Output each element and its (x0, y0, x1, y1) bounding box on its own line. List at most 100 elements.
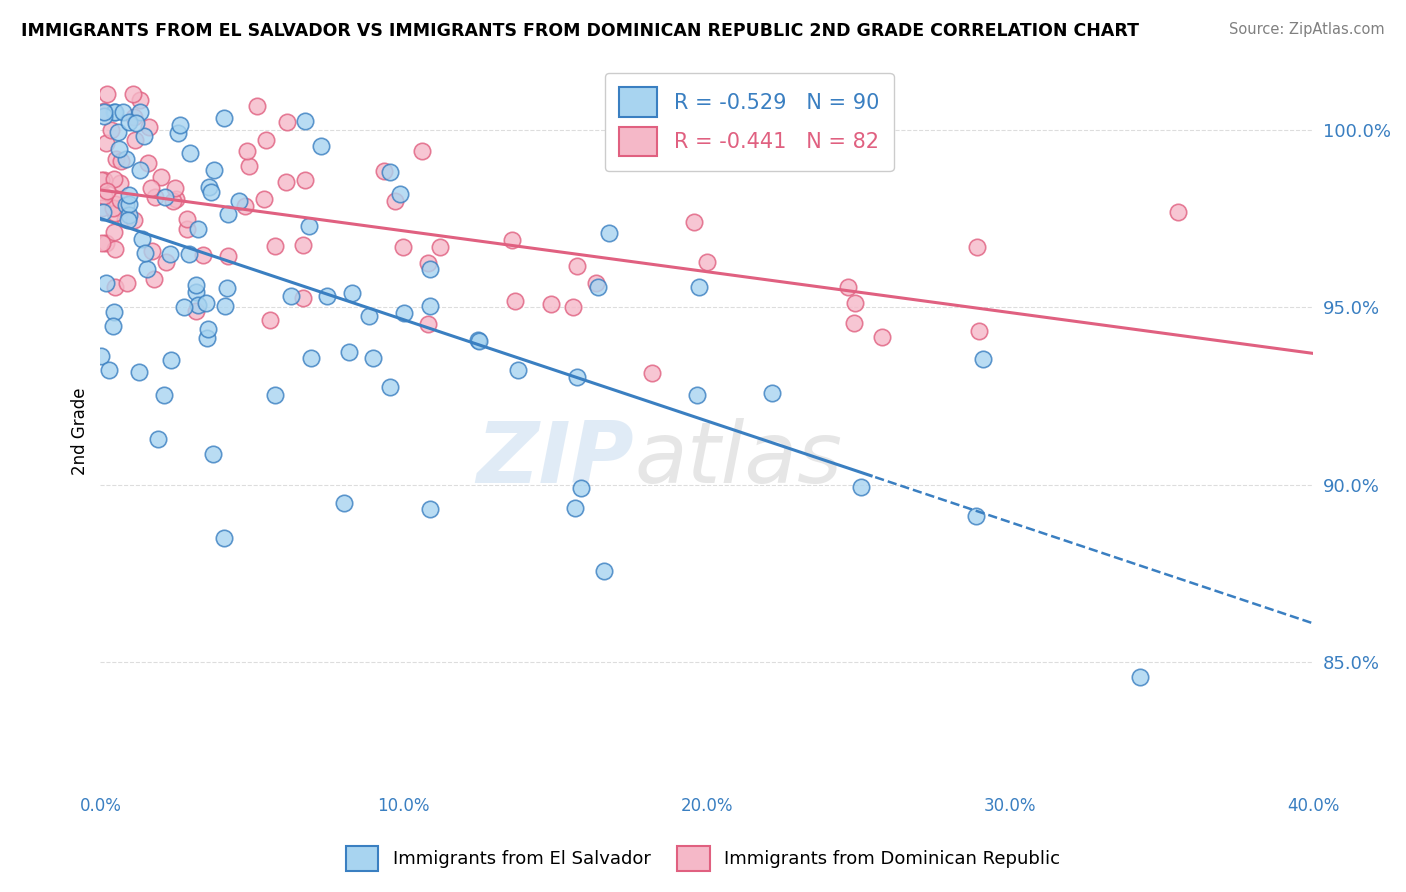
Point (299, 351, 322, 365)
Point (115, 277, 138, 291)
Point (141, 180, 163, 194)
Point (96, 87, 118, 101)
Point (103, 202, 125, 216)
Point (104, 104, 127, 119)
Point (238, 159, 260, 173)
Point (96, 184, 118, 198)
Point (93, 104, 115, 119)
Point (103, 304, 125, 318)
Point (94, 136, 117, 150)
Point (118, 115, 141, 129)
Point (103, 104, 125, 119)
Point (419, 262, 441, 277)
Point (141, 244, 163, 259)
Point (131, 231, 153, 245)
Point (565, 370, 588, 384)
Point (309, 138, 332, 153)
Point (153, 190, 176, 204)
Point (90, 349, 112, 363)
Point (176, 222, 198, 236)
Point (276, 115, 298, 129)
Point (419, 299, 441, 313)
Point (149, 170, 172, 185)
Text: Source: ZipAtlas.com: Source: ZipAtlas.com (1229, 22, 1385, 37)
Point (129, 163, 152, 178)
Point (186, 278, 208, 293)
Point (114, 211, 136, 226)
Point (136, 262, 159, 277)
Point (103, 225, 125, 239)
Point (357, 309, 380, 323)
Point (90, 173, 112, 187)
Point (969, 325, 991, 339)
Point (844, 316, 866, 330)
Point (641, 367, 664, 381)
Point (418, 502, 440, 516)
Point (194, 296, 217, 310)
Point (1167, 205, 1189, 219)
Point (136, 156, 159, 170)
Text: ZIP: ZIP (477, 418, 634, 501)
Point (228, 194, 250, 208)
Point (197, 180, 219, 194)
Point (562, 300, 585, 314)
Point (688, 280, 710, 294)
Point (263, 388, 285, 402)
Point (111, 104, 134, 119)
Point (155, 254, 177, 268)
Point (93, 104, 115, 119)
Point (837, 280, 859, 294)
Point (254, 133, 277, 147)
Point (276, 175, 298, 189)
Point (217, 249, 239, 263)
Point (373, 163, 395, 178)
Point (173, 300, 195, 314)
Point (298, 219, 321, 233)
Point (316, 289, 339, 303)
Point (146, 433, 169, 447)
Point (118, 187, 141, 202)
Point (108, 193, 131, 207)
Point (264, 238, 287, 252)
Point (503, 294, 526, 309)
Point (586, 280, 609, 294)
Point (103, 280, 125, 294)
Point (506, 362, 529, 376)
Point (104, 206, 127, 220)
Point (176, 211, 198, 226)
Point (124, 116, 146, 130)
Point (159, 247, 181, 261)
Point (340, 286, 363, 301)
Point (121, 87, 143, 101)
Point (166, 126, 188, 140)
Point (143, 190, 166, 204)
Text: IMMIGRANTS FROM EL SALVADOR VS IMMIGRANTS FROM DOMINICAN REPUBLIC 2ND GRADE CORR: IMMIGRANTS FROM EL SALVADOR VS IMMIGRANT… (21, 22, 1139, 40)
Point (564, 500, 586, 515)
Point (567, 259, 589, 273)
Point (429, 240, 451, 254)
Point (259, 312, 281, 326)
Point (159, 352, 181, 367)
Point (104, 242, 127, 256)
Point (103, 172, 125, 186)
Point (682, 215, 704, 229)
Point (142, 272, 165, 286)
Point (128, 365, 150, 379)
Point (195, 331, 218, 345)
Point (844, 295, 866, 310)
Point (202, 447, 225, 461)
Point (598, 226, 620, 240)
Point (418, 317, 440, 331)
Point (849, 480, 872, 494)
Point (392, 240, 415, 254)
Point (540, 297, 562, 311)
Text: atlas: atlas (634, 418, 842, 501)
Point (93, 188, 115, 202)
Point (761, 385, 783, 400)
Point (294, 114, 316, 128)
Point (104, 196, 127, 211)
Point (212, 112, 235, 126)
Point (1129, 669, 1152, 683)
Point (104, 152, 127, 166)
Point (100, 123, 122, 137)
